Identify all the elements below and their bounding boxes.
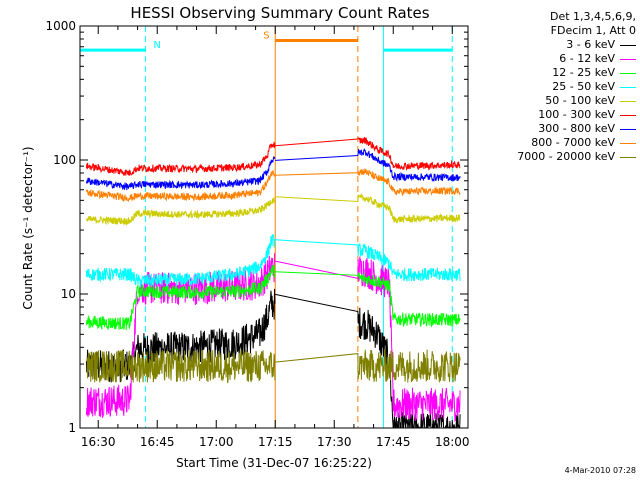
x-tick-label-1: 16:45: [140, 435, 175, 449]
legend-swatch: [620, 86, 636, 88]
plot-frame: [79, 25, 469, 429]
legend-label: 800 - 7000 keV: [531, 136, 615, 149]
series-line-6-0: [85, 156, 276, 191]
legend-entry-6: 300 - 800 keV: [484, 122, 636, 136]
legend-label: 25 - 50 keV: [552, 80, 615, 93]
x-tick-label-3: 17:15: [258, 435, 293, 449]
plot-area: NS: [80, 26, 461, 428]
series-line-7-0: [85, 170, 276, 203]
annotation-saa: S: [263, 30, 269, 41]
legend-entry-8: 7000 - 20000 keV: [484, 150, 636, 164]
legend-label: 12 - 25 keV: [552, 66, 615, 79]
legend-swatch: [620, 58, 636, 60]
legend-entry-5: 100 - 300 keV: [484, 108, 636, 122]
series-line-3-1: [275, 239, 461, 283]
legend-label: 100 - 300 keV: [538, 108, 615, 121]
series-line-8-0: [86, 349, 276, 384]
x-tick-label-0: 16:30: [81, 435, 116, 449]
series-line-4-0: [86, 197, 276, 226]
legend-swatch: [620, 156, 636, 158]
generation-timestamp: 4-Mar-2010 07:28: [564, 466, 636, 475]
x-tick-label-2: 17:00: [199, 435, 234, 449]
legend-label: 3 - 6 keV: [566, 38, 615, 51]
legend-swatch: [620, 114, 636, 116]
series-line-8-1: [275, 348, 461, 383]
legend-header: Det 1,3,4,5,6,9, FDecim 1, Att 0: [484, 10, 636, 38]
series-line-2-1: [275, 271, 461, 328]
legend-swatch: [620, 128, 636, 130]
legend-label: 7000 - 20000 keV: [517, 150, 615, 163]
legend-entry-4: 50 - 100 keV: [484, 94, 636, 108]
chart-title: HESSI Observing Summary Count Rates: [130, 4, 429, 22]
series-line-2-0: [85, 264, 276, 331]
legend-entry-7: 800 - 7000 keV: [484, 136, 636, 150]
legend-entry-3: 25 - 50 keV: [484, 80, 636, 94]
legend-header-line-0: Det 1,3,4,5,6,9,: [549, 10, 636, 23]
legend-header-line-1: FDecim 1, Att 0: [550, 24, 636, 37]
legend-swatch: [620, 142, 636, 144]
legend-label: 50 - 100 keV: [545, 94, 615, 107]
x-tick-label-5: 17:45: [376, 435, 411, 449]
series-line-3-0: [85, 233, 276, 288]
legend-swatch: [620, 72, 636, 74]
legend-label: 300 - 800 keV: [538, 122, 615, 135]
series-line-7-1: [275, 168, 461, 197]
legend-label: 6 - 12 keV: [559, 52, 615, 65]
legend-entry-1: 6 - 12 keV: [484, 52, 636, 66]
x-tick-label-4: 17:30: [317, 435, 352, 449]
x-tick-label-6: 18:00: [435, 435, 470, 449]
series-line-1-1: [275, 256, 461, 422]
y-tick-label-3: 1000: [45, 19, 76, 33]
legend-entry-2: 12 - 25 keV: [484, 66, 636, 80]
legend-entries: 3 - 6 keV 6 - 12 keV 12 - 25 keV 25 - 50 ke…: [484, 38, 636, 164]
legend-swatch: [620, 44, 636, 46]
y-tick-label-1: 10: [61, 287, 76, 301]
legend: Det 1,3,4,5,6,9, FDecim 1, Att 0 3 - 6 ke…: [484, 10, 636, 164]
series-line-4-1: [275, 192, 461, 224]
annotation-night: N: [153, 40, 160, 51]
x-axis-label: Start Time (31-Dec-07 16:25:22): [176, 456, 372, 470]
series-line-5-0: [85, 141, 276, 176]
y-axis-label: Count Rate (s⁻¹ detector⁻¹): [21, 146, 35, 309]
legend-swatch: [620, 100, 636, 102]
y-tick-label-0: 1: [68, 421, 76, 435]
y-tick-label-2: 100: [53, 153, 76, 167]
legend-entry-0: 3 - 6 keV: [484, 38, 636, 52]
axes: 16:30 16:45 17:00 17:15 17:30 17:45 18:00 1 10 10…: [45, 19, 469, 449]
series-line-5-1: [275, 136, 461, 171]
series-line-6-1: [275, 147, 461, 183]
